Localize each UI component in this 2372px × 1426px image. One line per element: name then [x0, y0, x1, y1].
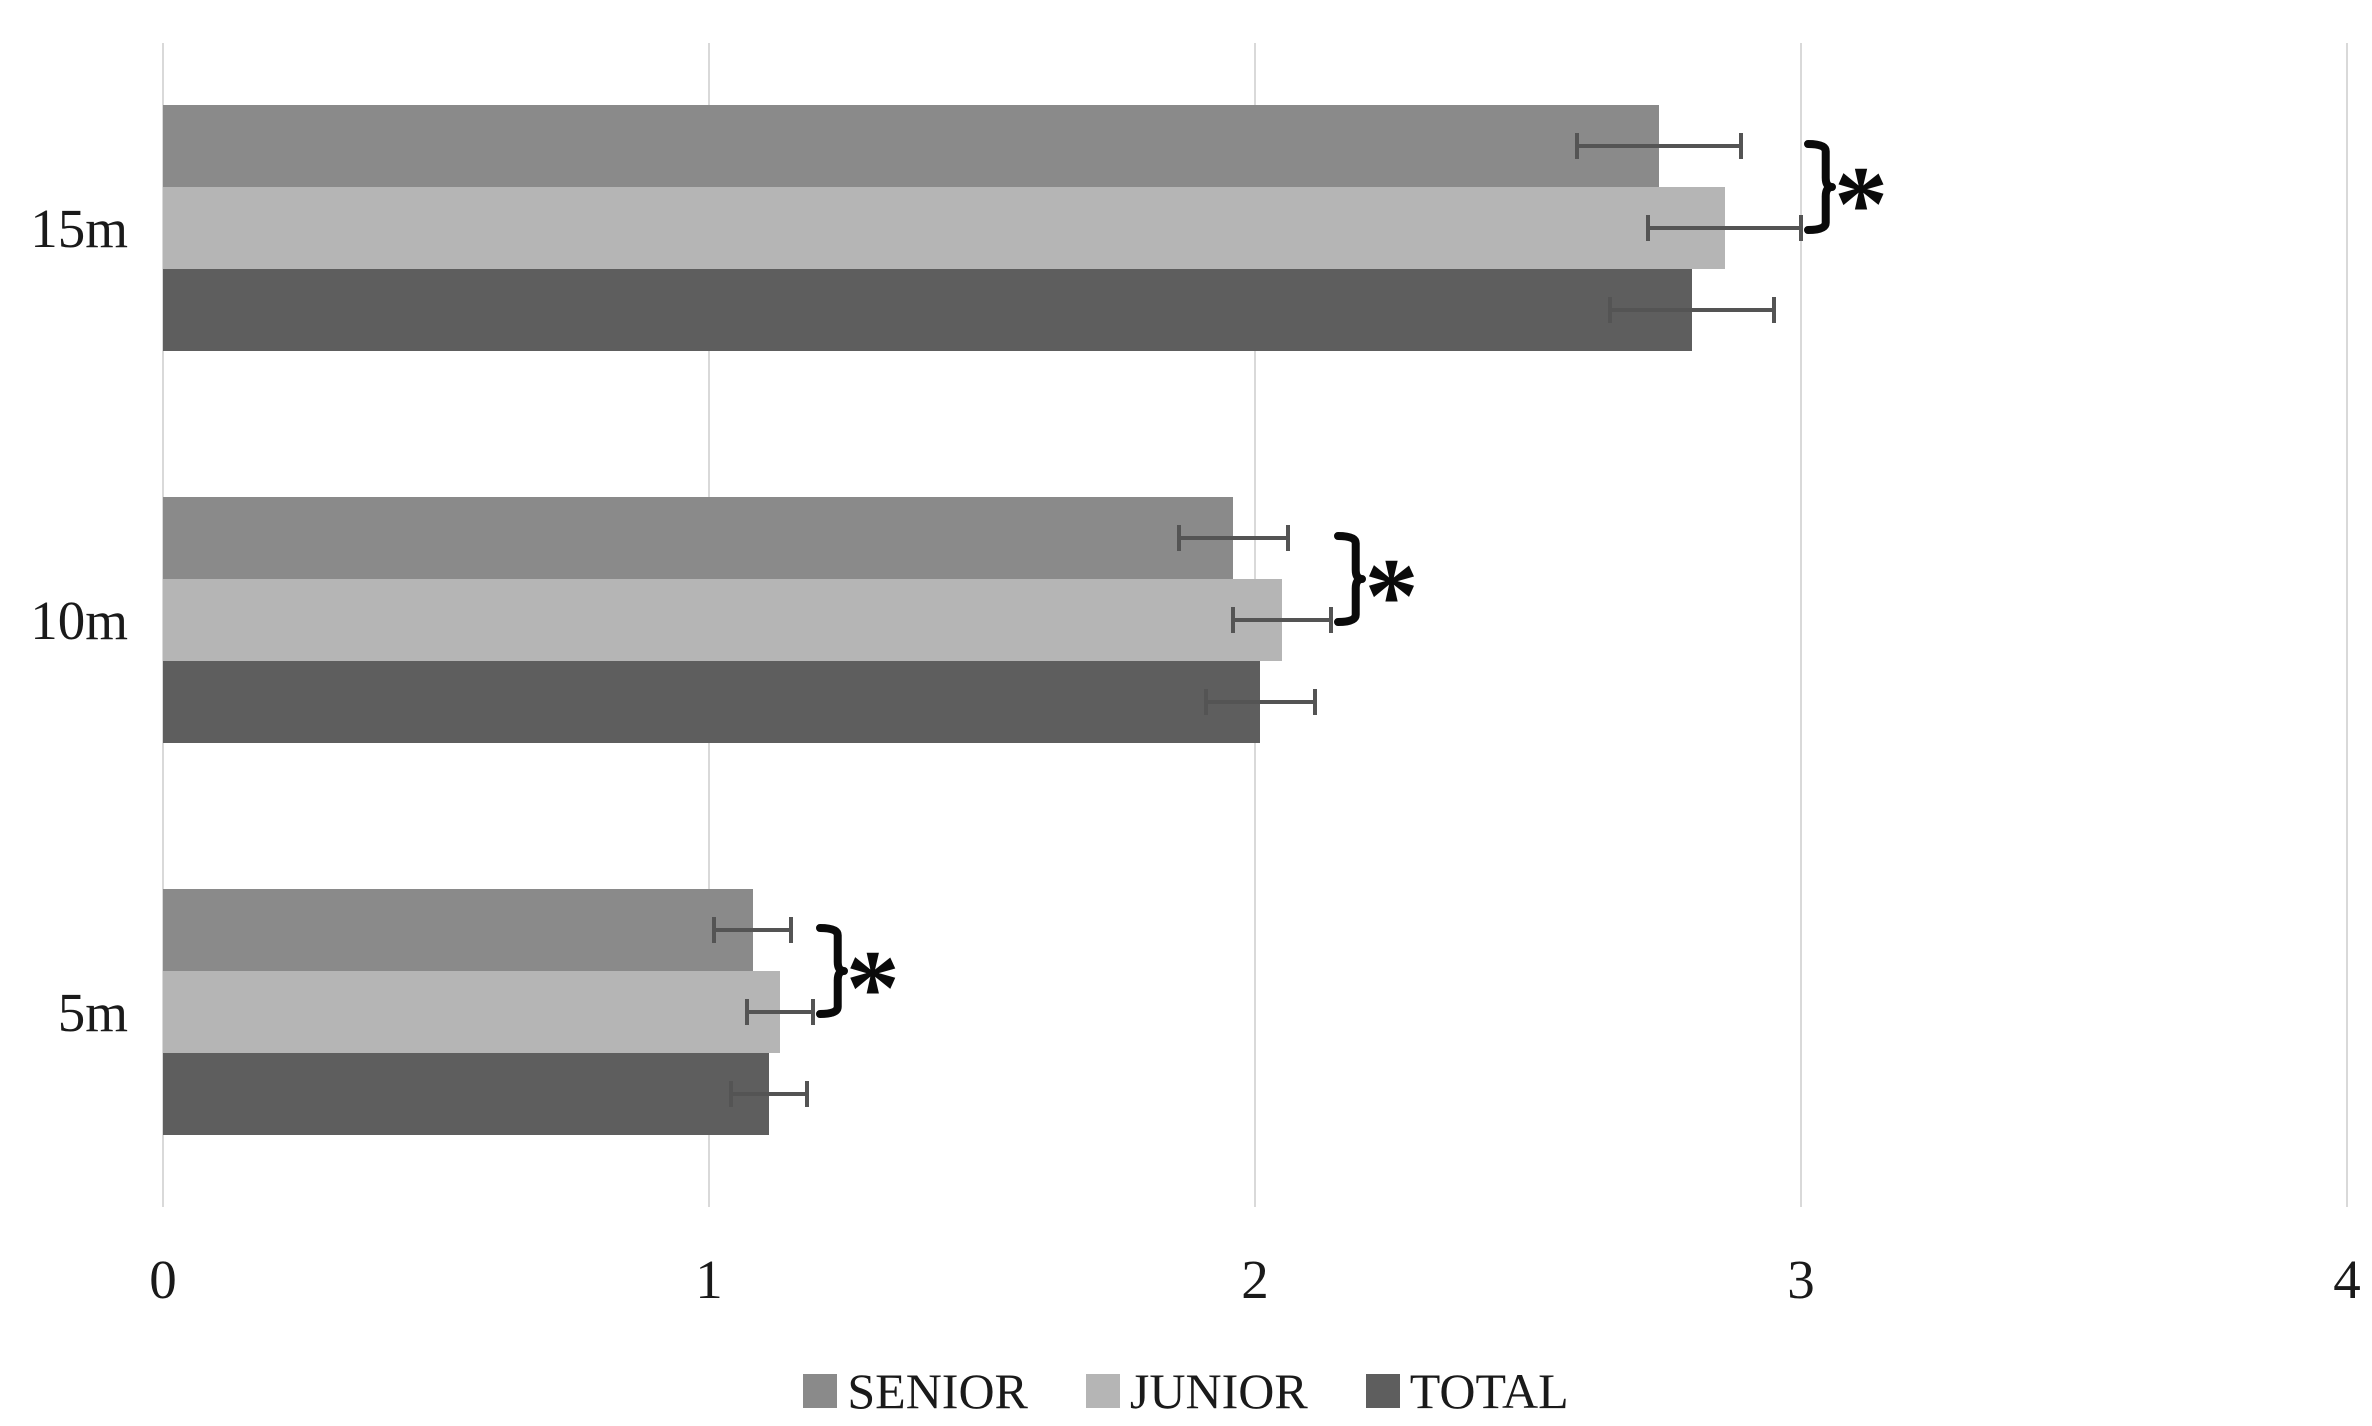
bar-junior-15m	[163, 187, 1725, 269]
legend: SENIOR JUNIOR TOTAL	[0, 1352, 2372, 1426]
error-bar-cap	[1313, 689, 1318, 715]
gridline	[1800, 43, 1802, 1207]
bar-total-10m	[163, 661, 1261, 743]
error-bar-cap	[1329, 607, 1334, 633]
error-bar-cap	[728, 1081, 733, 1107]
error-bar-cap	[810, 999, 815, 1025]
bar-senior-10m	[163, 497, 1234, 579]
x-axis-tick-label: 0	[149, 1249, 177, 1310]
error-bar-cap	[1285, 525, 1290, 551]
significance-brace	[815, 924, 848, 1018]
error-bar-cap	[805, 1081, 810, 1107]
error-bar	[730, 1092, 808, 1096]
error-bar	[1178, 536, 1288, 540]
error-bar-cap	[1607, 297, 1612, 323]
error-bar	[1577, 144, 1741, 148]
legend-label: JUNIOR	[1129, 1363, 1308, 1419]
gridline	[2346, 43, 2348, 1207]
bar-junior-5m	[163, 971, 780, 1053]
significance-brace	[1804, 140, 1836, 234]
legend-item-junior: JUNIOR	[1085, 1363, 1308, 1419]
y-axis-category-label: 15m	[30, 198, 128, 259]
error-bar-cap	[1646, 215, 1651, 241]
bar-total-5m	[163, 1053, 770, 1135]
x-axis-tick-label: 3	[1787, 1249, 1815, 1310]
significance-asterisk: *	[1364, 537, 1419, 656]
x-axis-tick-label: 4	[2333, 1249, 2361, 1310]
error-bar-cap	[1575, 133, 1580, 159]
error-bar	[1648, 226, 1801, 230]
x-axis-tick-label: 2	[1241, 1249, 1269, 1310]
legend-swatch-total	[1365, 1374, 1400, 1408]
error-bar	[747, 1010, 813, 1014]
error-bar-cap	[712, 917, 717, 943]
x-axis-tick-label: 1	[695, 1249, 723, 1310]
legend-swatch-senior	[803, 1374, 838, 1408]
error-bar	[1233, 618, 1332, 622]
significance-asterisk: *	[1834, 145, 1888, 264]
bar-senior-5m	[163, 889, 753, 971]
bar-senior-15m	[163, 105, 1660, 187]
error-bar-cap	[1203, 689, 1208, 715]
y-axis-category-label: 5m	[57, 982, 128, 1043]
significance-asterisk: *	[845, 929, 900, 1048]
error-bar	[1609, 308, 1774, 312]
error-bar-cap	[788, 917, 793, 943]
legend-label: TOTAL	[1409, 1363, 1569, 1419]
error-bar-cap	[1176, 525, 1181, 551]
error-bar-cap	[745, 999, 750, 1025]
significance-brace	[1334, 532, 1367, 626]
legend-item-total: TOTAL	[1365, 1363, 1569, 1419]
bar-total-15m	[163, 269, 1692, 351]
legend-swatch-junior	[1085, 1374, 1120, 1408]
legend-item-senior: SENIOR	[803, 1366, 1028, 1416]
error-bar-cap	[1799, 215, 1803, 241]
error-bar	[1205, 700, 1316, 704]
error-bar-cap	[1231, 607, 1236, 633]
error-bar	[714, 928, 791, 932]
y-axis-category-label: 10m	[30, 590, 128, 651]
legend-label: SENIOR	[847, 1363, 1028, 1419]
bar-junior-10m	[163, 579, 1283, 661]
error-bar-cap	[1771, 297, 1776, 323]
error-bar-cap	[1738, 133, 1743, 159]
